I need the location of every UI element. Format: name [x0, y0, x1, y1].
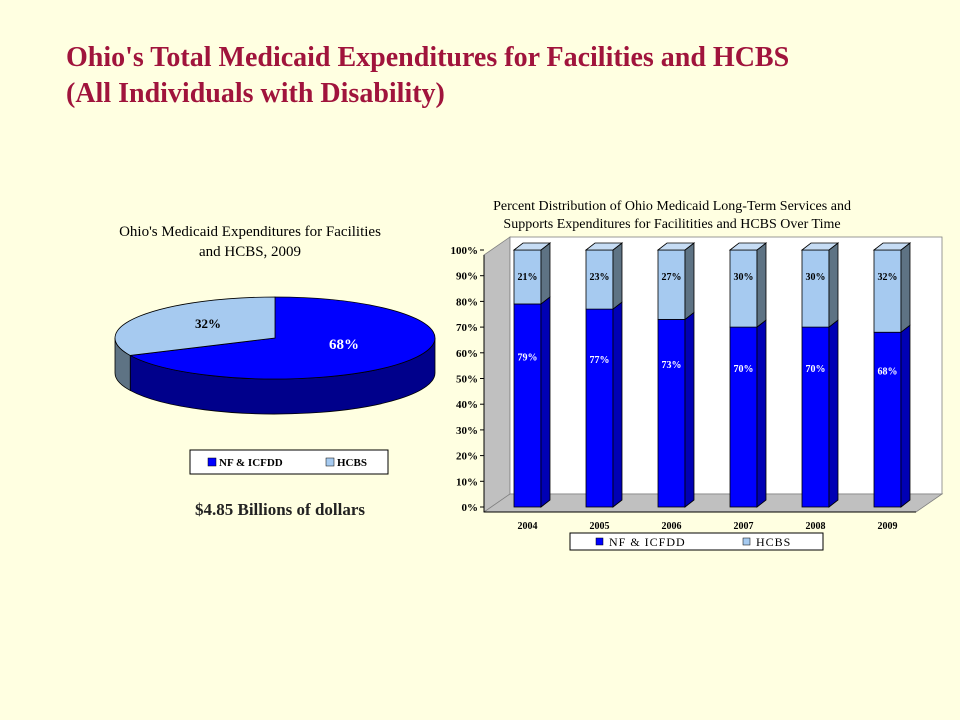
pie-data-label-nf: 68%	[329, 337, 359, 353]
plot-floor	[482, 493, 944, 513]
bar-segment-hcbs	[873, 249, 902, 333]
bar-segment-nf	[585, 308, 614, 508]
y-tick-label: 10%	[456, 476, 478, 488]
y-axis-ticks: 0% 10% 20% 30% 40% 50% 60% 70% 80% 90% 100%	[451, 245, 484, 514]
bar-chart-title-line1: Percent Distribution of Ohio Medicaid Lo…	[493, 199, 851, 214]
pie-slice-hcbs	[114, 296, 276, 356]
bar-segment-side	[612, 301, 623, 508]
bar-segment-side	[900, 242, 911, 334]
bar-top-face	[512, 242, 552, 251]
bar-data-label-hcbs: 21%	[518, 272, 538, 283]
pie-legend-label-hcbs: HCBS	[337, 457, 367, 469]
bar-legend-label-hcbs: HCBS	[756, 535, 791, 549]
bar-segment-side	[828, 242, 839, 328]
bar-data-label-hcbs: 27%	[662, 272, 682, 283]
bar-data-label-hcbs: 32%	[878, 272, 898, 283]
bar-chart-title-line2: Supports Expenditures for Facilitities a…	[503, 217, 840, 232]
y-tick-label: 60%	[456, 348, 478, 360]
bar-segment-side	[756, 319, 767, 508]
y-tick-label: 40%	[456, 399, 478, 411]
x-category-label: 2008	[806, 521, 826, 532]
x-category-label: 2006	[662, 521, 682, 532]
bar-top-face	[728, 242, 768, 251]
pie-chart: Ohio's Medicaid Expenditures for Facilit…	[114, 224, 436, 475]
total-expenditure-caption: $4.85 Billions of dollars	[194, 500, 366, 519]
y-tick-label: 80%	[456, 296, 478, 308]
pie-legend-swatch-hcbs	[325, 457, 335, 467]
plot-back-wall	[509, 236, 943, 495]
bar-data-label-nf: 70%	[734, 364, 754, 375]
bar-data-label-nf: 68%	[878, 367, 898, 378]
y-tick-label: 70%	[456, 322, 478, 334]
bar-legend: NF & ICFDD HCBS	[569, 532, 824, 551]
bar-top-face	[800, 242, 840, 251]
x-category-label: 2004	[518, 521, 538, 532]
bar-data-label-nf: 70%	[806, 364, 826, 375]
plot-side-wall	[483, 236, 511, 513]
bar-data-label-nf: 73%	[662, 360, 682, 371]
y-tick-label: 0%	[462, 502, 479, 514]
bar-segment-side	[684, 242, 695, 321]
y-tick-label: 90%	[456, 271, 478, 283]
bar-legend-box	[569, 532, 824, 551]
bar-data-label-nf: 79%	[518, 352, 538, 363]
x-category-label: 2007	[734, 521, 754, 532]
bar-legend-label-nf: NF & ICFDD	[609, 535, 686, 549]
bar-data-label-hcbs: 30%	[734, 272, 754, 283]
pie-legend-box	[189, 449, 389, 475]
bar-top-face	[656, 242, 696, 251]
y-tick-label: 30%	[456, 425, 478, 437]
pie-slice-nf	[128, 296, 436, 380]
slide-title-line1: Ohio's Total Medicaid Expenditures for F…	[66, 42, 790, 73]
x-category-label: 2005	[590, 521, 610, 532]
bar-segment-side	[828, 319, 839, 508]
bar-data-label-hcbs: 23%	[590, 272, 610, 283]
bar-segment-nf	[657, 318, 686, 508]
x-category-label: 2009	[878, 521, 898, 532]
bar-top-face	[584, 242, 624, 251]
bar-top-face	[872, 242, 912, 251]
bar-segment-nf	[873, 331, 902, 508]
bar-segment-hcbs	[801, 249, 830, 328]
y-tick-label: 20%	[456, 451, 478, 463]
bar-legend-swatch-hcbs	[742, 537, 751, 546]
bar-legend-swatch-nf	[595, 537, 604, 546]
bar-segment-side	[756, 242, 767, 328]
slide-title: Ohio's Total Medicaid Expenditures for F…	[66, 40, 926, 112]
y-tick-label: 50%	[456, 374, 478, 386]
pie-legend: NF & ICFDD HCBS	[189, 449, 389, 475]
slide-title-line2: (All Individuals with Disability)	[66, 78, 445, 109]
bar-segment-side	[900, 324, 911, 508]
pie-slices	[114, 296, 436, 415]
x-axis-categories: 2004 2005 2006 2007 2008 2009	[518, 521, 898, 532]
bar-chart: Percent Distribution of Ohio Medicaid Lo…	[451, 199, 944, 551]
bar-segment-side	[540, 242, 551, 305]
pie-chart-title-line1: Ohio's Medicaid Expenditures for Facilit…	[119, 224, 381, 240]
y-tick-label: 100%	[451, 245, 479, 257]
bar-series: 79% 21% 77% 23% 73% 27% 70% 30% 70% 30% 68% 32%	[512, 242, 912, 508]
bar-segment-side	[540, 296, 551, 508]
pie-data-label-hcbs: 32%	[195, 316, 221, 331]
pie-legend-label-nf: NF & ICFDD	[219, 457, 283, 469]
bar-segment-nf	[729, 326, 758, 508]
pie-legend-swatch-nf	[207, 457, 217, 467]
bar-segment-hcbs	[729, 249, 758, 328]
bar-segment-nf	[513, 303, 542, 508]
bar-segment-side	[612, 242, 623, 310]
bar-segment-nf	[801, 326, 830, 508]
bar-segment-side	[684, 311, 695, 508]
bar-data-label-hcbs: 30%	[806, 272, 826, 283]
pie-chart-title-line2: and HCBS, 2009	[199, 244, 301, 260]
bar-segment-hcbs	[657, 249, 686, 320]
bar-data-label-nf: 77%	[590, 355, 610, 366]
